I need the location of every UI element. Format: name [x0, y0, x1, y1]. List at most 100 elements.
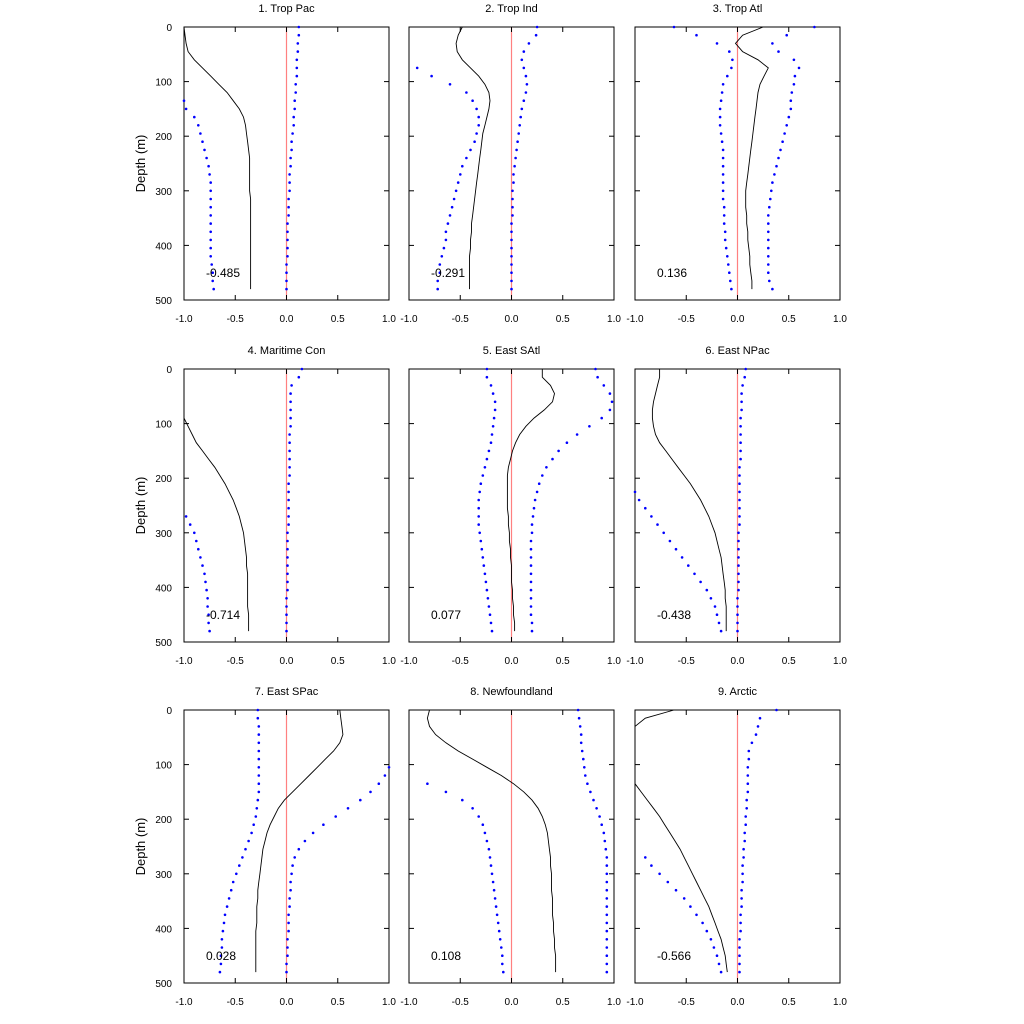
series-dot	[501, 954, 504, 957]
series-dot	[662, 531, 665, 535]
series-dot	[767, 246, 770, 250]
panel-title: 6. East NPac	[705, 345, 770, 357]
series-dot	[446, 222, 450, 225]
series-dot	[287, 913, 290, 917]
series-dot	[589, 790, 592, 794]
series-dot	[209, 189, 212, 193]
series-dot	[482, 564, 486, 567]
series-dot	[730, 66, 733, 70]
series-dot	[512, 173, 515, 176]
series-dot	[285, 271, 288, 275]
series-dot	[293, 99, 297, 102]
series-line	[255, 709, 344, 973]
series-dot	[738, 515, 741, 518]
series-dot	[184, 107, 188, 111]
series-dot	[209, 238, 212, 242]
series-dot	[524, 74, 528, 78]
series-dot	[767, 222, 770, 225]
series-line	[634, 709, 728, 973]
series-dot	[488, 856, 492, 859]
series-dot	[600, 823, 603, 826]
series-dot	[717, 962, 721, 966]
series-dot	[790, 91, 794, 94]
series-dot	[529, 580, 533, 584]
series-dot	[287, 498, 290, 502]
series-dot	[256, 716, 260, 720]
y-tick-label: 0	[166, 706, 172, 717]
series-dot	[600, 416, 603, 420]
series-dot	[285, 279, 288, 283]
series-dot	[603, 839, 607, 843]
series-dot	[535, 25, 539, 29]
series-dot	[479, 482, 483, 486]
x-tick-label: 0.5	[556, 656, 570, 667]
series-dot	[182, 99, 186, 102]
series-dot	[222, 921, 226, 925]
series-dot	[295, 66, 299, 70]
series-dot	[492, 888, 496, 892]
series-dot	[209, 214, 212, 217]
x-tick-label: -0.5	[452, 656, 470, 667]
series-dot	[287, 929, 290, 933]
series-dot	[289, 408, 292, 412]
series-dot	[247, 839, 250, 843]
series-dot	[769, 197, 772, 201]
series-dot	[488, 613, 492, 616]
series-dot	[221, 929, 225, 933]
y-tick-label: 500	[155, 296, 172, 307]
series-dot	[206, 605, 209, 608]
series-dot	[291, 864, 294, 867]
series-dot	[197, 547, 200, 551]
series-dot	[288, 173, 291, 176]
series-dot	[199, 132, 202, 135]
series-dot	[726, 254, 729, 258]
series-dot	[747, 749, 751, 753]
series-dot	[285, 597, 288, 600]
series-dot	[489, 864, 493, 867]
series-dot	[674, 888, 678, 892]
series-dot	[219, 954, 223, 957]
series-dot	[756, 725, 760, 728]
series-dot	[736, 613, 739, 616]
series-dot	[721, 173, 725, 176]
series-dot	[473, 140, 476, 143]
series-dot	[789, 99, 793, 102]
panel-2: 2. Trop Ind -1.0 -0.5 0.0 0.5 1.0 -0.291	[400, 3, 621, 325]
series-dot	[201, 564, 204, 567]
series-dot	[793, 74, 797, 78]
series-dot	[739, 929, 742, 933]
series-dot	[529, 556, 533, 559]
series-dot	[792, 83, 796, 86]
series-dot	[771, 42, 774, 45]
x-tick-label: 0.5	[782, 656, 796, 667]
correlation-annotation: 0.136	[657, 266, 687, 280]
series-dot	[767, 263, 770, 266]
series-dot	[739, 913, 742, 917]
series-dot	[729, 279, 732, 283]
series-dot	[436, 279, 440, 283]
series-dot	[257, 749, 261, 753]
series-dot	[577, 716, 581, 720]
x-tick-label: 0.0	[280, 314, 294, 325]
series-dot	[745, 798, 748, 802]
series-dot	[516, 140, 519, 143]
series-dot	[737, 572, 740, 576]
series-dot	[605, 938, 609, 941]
series-dot	[605, 913, 609, 917]
series-dot	[290, 384, 293, 387]
series-dot	[511, 197, 514, 201]
series-dot	[720, 140, 724, 143]
series-dot	[208, 173, 211, 176]
series-dot	[750, 741, 754, 745]
y-axis-label: Depth (m)	[133, 818, 148, 876]
series-dot	[493, 897, 497, 900]
series-dot	[369, 790, 372, 794]
series-dot	[747, 757, 751, 761]
series-dot	[286, 954, 289, 957]
x-tick-label: -0.5	[678, 314, 696, 325]
series-dot	[286, 230, 289, 234]
series-dot	[578, 725, 582, 728]
series-dot	[721, 181, 725, 184]
series-dot	[767, 214, 770, 217]
series-dot	[285, 962, 288, 966]
